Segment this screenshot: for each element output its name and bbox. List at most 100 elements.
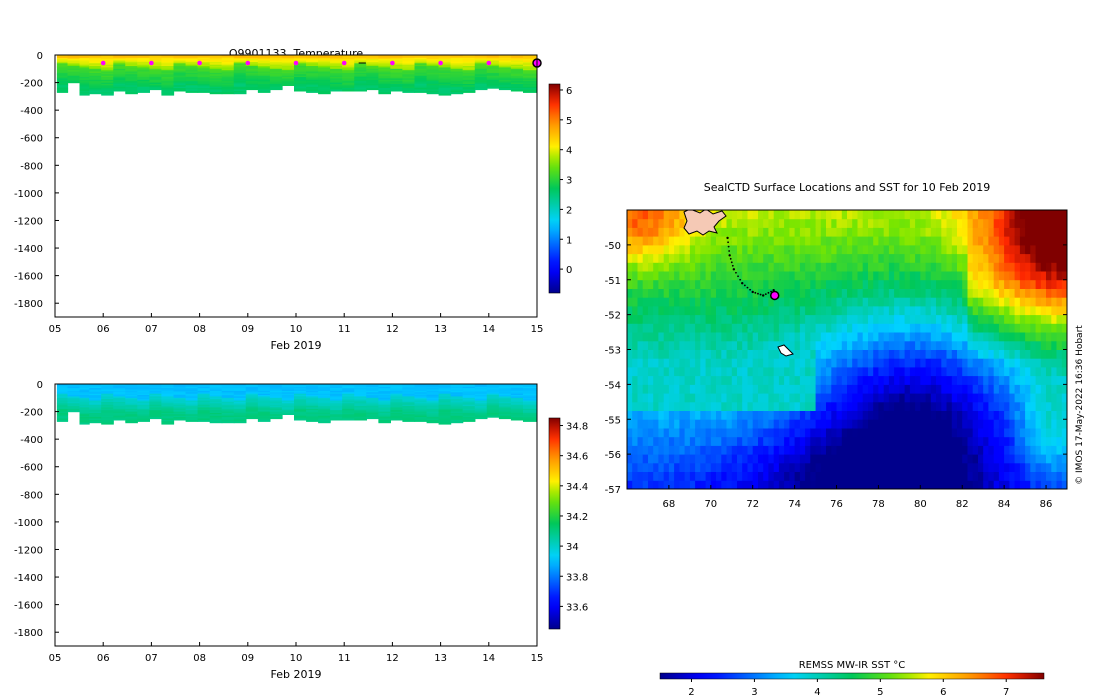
heatmap-cell [221,407,235,410]
heatmap-cell [294,414,307,417]
sst-cell [731,210,738,220]
heatmap-cell [56,78,69,81]
sst-cell [794,480,801,489]
heatmap-cell [426,85,440,88]
sst-cell [799,401,806,411]
sst-cell [642,332,649,342]
heatmap-cell [161,396,175,399]
sst-cell [815,271,822,281]
sst-cell [941,375,947,385]
sst-cell [831,401,837,411]
sst-cell [894,349,900,359]
heatmap-cell [245,385,259,388]
sst-cell [742,262,748,272]
heatmap-cell [56,77,69,80]
sst-cell [794,271,801,281]
sst-cell [648,288,654,298]
heatmap-cell [197,84,211,86]
sst-cell [972,314,979,324]
sst-cell [899,349,906,359]
sst-cell [920,428,926,438]
sst-cell [857,279,864,289]
sst-cell [810,454,816,464]
heatmap-cell [185,66,199,68]
heatmap-cell [354,75,367,78]
heatmap-cell [294,55,307,57]
sst-cell [925,462,932,472]
heatmap-cell [306,410,319,413]
heatmap-cell [318,388,331,391]
y-tick-label: -1400 [14,244,43,255]
sst-cell [957,297,963,307]
sst-cell [700,471,706,481]
sst-cell [1004,471,1010,481]
heatmap-cell [462,403,476,406]
heatmap-cell [510,68,524,71]
heatmap-cell [426,75,440,78]
heatmap-cell [474,63,488,66]
heatmap-cell [245,411,259,414]
heatmap-cell [366,77,379,80]
sst-cell [930,227,937,237]
sst-cell [993,454,1000,464]
sst-cell [930,279,937,289]
sst-cell [1009,384,1016,394]
sst-cell [653,279,659,289]
sst-cell [904,279,911,289]
sst-field [627,210,1067,489]
heatmap-cell [306,404,319,407]
sst-cell [784,271,790,281]
heatmap-cell [318,72,331,75]
heatmap-cell [342,392,355,395]
sst-cell [957,445,963,455]
sst-cell [946,332,953,342]
sst-cell [810,349,816,359]
sst-cell [668,244,675,255]
sst-cell [705,227,712,237]
sst-cell [967,332,974,342]
sst-cell [637,428,644,438]
sst-cell [747,454,754,464]
heatmap-cell [56,84,69,86]
sst-cell [1035,480,1042,489]
heatmap-cell [161,71,175,74]
heatmap-cell [498,404,512,407]
heatmap-cell [486,385,500,388]
heatmap-cell [149,56,162,59]
heatmap-cell [281,385,295,388]
sst-cell [642,210,649,220]
sst-cell [1025,271,1031,281]
sst-cell [1014,297,1021,307]
sst-cell [972,471,979,481]
heatmap-cell [390,400,404,403]
heatmap-cell [414,389,428,392]
sst-cell [836,393,843,403]
heatmap-cell [197,400,211,403]
sst-cell [820,340,827,350]
sst-cell [747,271,754,281]
heatmap-cell [257,67,271,70]
heatmap-cell [342,66,355,68]
heatmap-cell [462,61,476,64]
sst-cell [951,244,958,255]
sst-cell [1051,358,1057,368]
heatmap-cell [173,86,187,89]
sst-cell [758,480,764,489]
sst-cell [737,218,743,228]
heatmap-cell [426,388,440,391]
heatmap-cell [197,390,211,393]
temperature-plot-frame [54,54,538,318]
sst-cell [658,401,665,411]
heatmap-cell [498,55,512,57]
sst-cell [716,288,722,298]
sst-cell [930,271,937,281]
heatmap-cell [402,85,416,88]
heatmap-cell [414,410,428,413]
heatmap-cell [498,410,512,413]
sst-cell [1009,218,1016,228]
sst-cell [815,314,822,324]
sst-cell [888,271,895,281]
heatmap-cell [438,64,452,67]
sst-cell [951,227,958,237]
heatmap-cell [342,68,355,71]
